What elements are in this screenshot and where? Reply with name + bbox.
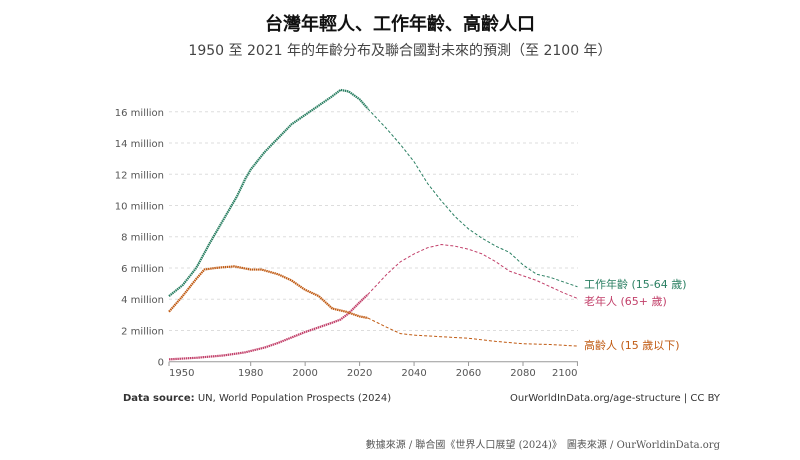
- y-tick-label: 4 million: [121, 295, 164, 306]
- series-label: 工作年齡 (15-64 歲): [584, 277, 687, 291]
- x-tick-label: 1950: [169, 368, 194, 379]
- chart-title: 台灣年輕人、工作年齡、高齡人口: [265, 14, 535, 35]
- data-source-label: Data source:: [123, 393, 195, 404]
- y-tick-label: 10 million: [115, 202, 164, 213]
- x-tick-label: 1980: [238, 368, 263, 379]
- x-tick-label: 2000: [292, 368, 317, 379]
- y-tick-label: 14 million: [115, 139, 164, 150]
- x-tick-label: 2080: [510, 368, 535, 379]
- series-line-historical: [168, 293, 369, 361]
- y-tick-label: 12 million: [115, 170, 164, 181]
- footer-credit: 數據來源 / 聯合國《世界人口展望 (2024)》 圖表來源 / OurWorl…: [365, 440, 720, 451]
- y-tick-label: 2 million: [121, 326, 164, 337]
- y-tick-label: 0: [158, 358, 164, 369]
- series-line-historical: [168, 265, 368, 320]
- series-label: 高齡人 (15 歲以下): [584, 338, 680, 352]
- series-line-projection: [367, 108, 578, 288]
- data-source: Data source: UN, World Population Prospe…: [123, 393, 391, 404]
- series-line-projection: [367, 244, 578, 299]
- source-url[interactable]: OurWorldInData.org/age-structure | CC BY: [510, 393, 720, 404]
- x-tick-label: 2040: [401, 368, 426, 379]
- y-tick-label: 16 million: [115, 108, 164, 119]
- x-tick-label: 2020: [347, 368, 372, 379]
- series-line-projection: [367, 317, 578, 347]
- chart-subtitle: 1950 至 2021 年的年齡分布及聯合國對未來的預測（至 2100 年）: [188, 43, 612, 59]
- series-label: 老年人 (65+ 歲): [584, 294, 667, 308]
- y-tick-label: 8 million: [121, 233, 164, 244]
- y-tick-label: 6 million: [121, 264, 164, 275]
- data-source-text: UN, World Population Prospects (2024): [194, 393, 392, 404]
- series-line-historical: [168, 88, 369, 297]
- x-tick-label: 2100: [552, 368, 577, 379]
- x-tick-label: 2060: [456, 368, 481, 379]
